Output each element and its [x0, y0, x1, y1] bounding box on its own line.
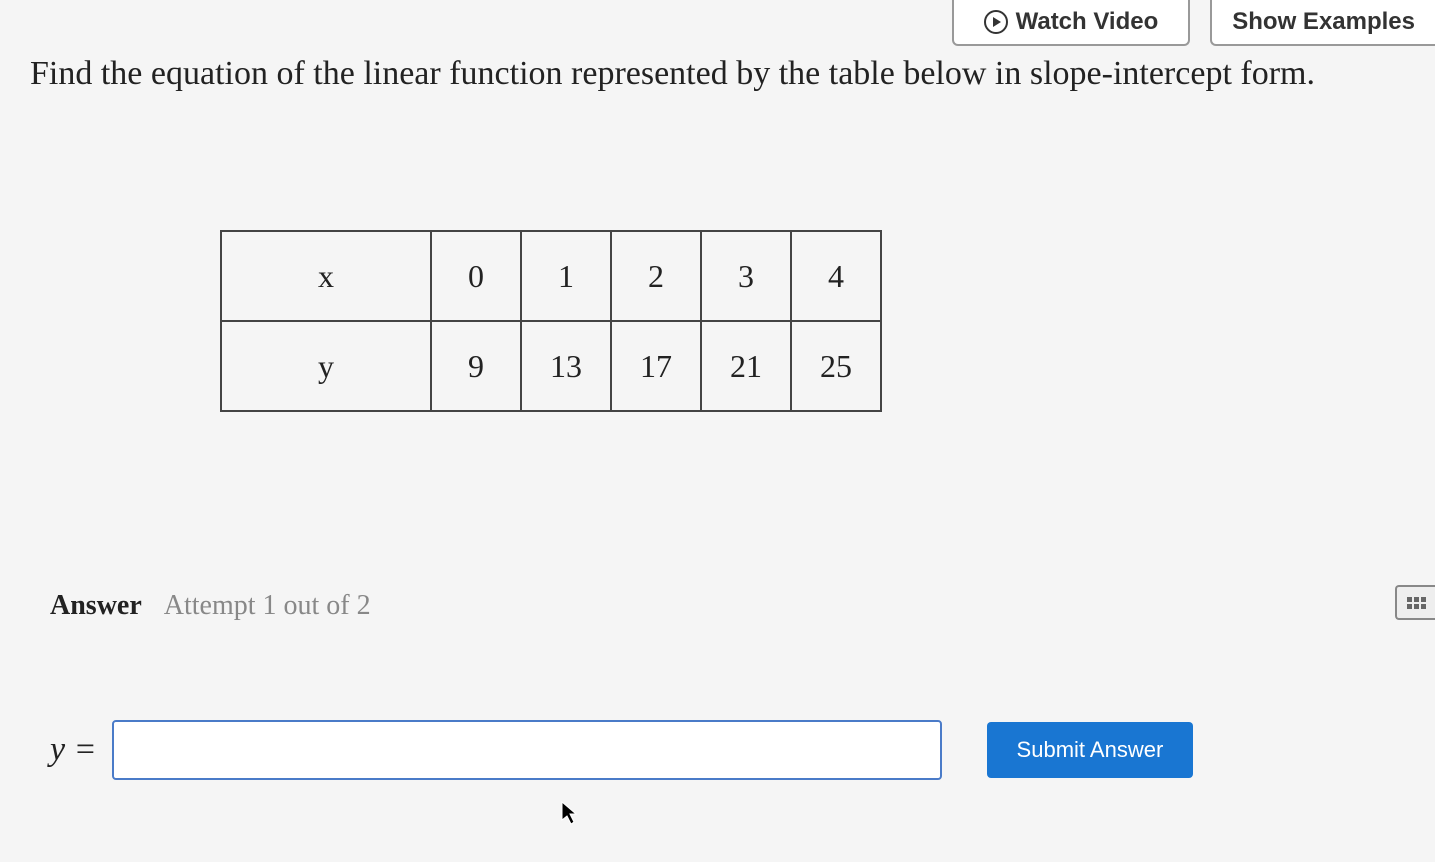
answer-label-row: Answer Attempt 1 out of 2: [50, 590, 1405, 622]
answer-label: Answer: [50, 590, 142, 621]
watch-video-button[interactable]: Watch Video: [952, 0, 1191, 46]
show-examples-button[interactable]: Show Examples: [1210, 0, 1435, 46]
table-row: y 9 13 17 21 25: [221, 321, 881, 411]
table-cell: 2: [611, 231, 701, 321]
table-cell: 13: [521, 321, 611, 411]
table-row: x 0 1 2 3 4: [221, 231, 881, 321]
answer-prefix: y =: [50, 731, 97, 769]
play-icon: [984, 10, 1008, 34]
table-cell: 0: [431, 231, 521, 321]
attempt-text: Attempt 1 out of 2: [164, 590, 371, 621]
table-cell: 21: [701, 321, 791, 411]
keypad-button[interactable]: [1395, 585, 1435, 620]
answer-section: Answer Attempt 1 out of 2: [50, 590, 1405, 622]
table-cell: 25: [791, 321, 881, 411]
data-table: x 0 1 2 3 4 y 9 13 17 21 25: [220, 230, 882, 412]
cursor-icon: [560, 800, 580, 833]
question-text: Find the equation of the linear function…: [30, 50, 1435, 98]
top-buttons-container: Watch Video Show Examples: [952, 0, 1435, 46]
table-cell: 9: [431, 321, 521, 411]
answer-input-row: y = Submit Answer: [50, 720, 1405, 780]
submit-label: Submit Answer: [1017, 737, 1164, 762]
watch-video-label: Watch Video: [1016, 8, 1159, 36]
table-cell: 17: [611, 321, 701, 411]
keypad-icon: [1407, 597, 1426, 609]
row-header-x: x: [221, 231, 431, 321]
table-cell: 1: [521, 231, 611, 321]
table-cell: 3: [701, 231, 791, 321]
submit-answer-button[interactable]: Submit Answer: [987, 722, 1194, 778]
show-examples-label: Show Examples: [1232, 8, 1415, 35]
data-table-container: x 0 1 2 3 4 y 9 13 17 21 25: [220, 230, 882, 412]
table-cell: 4: [791, 231, 881, 321]
answer-input[interactable]: [112, 720, 942, 780]
row-header-y: y: [221, 321, 431, 411]
